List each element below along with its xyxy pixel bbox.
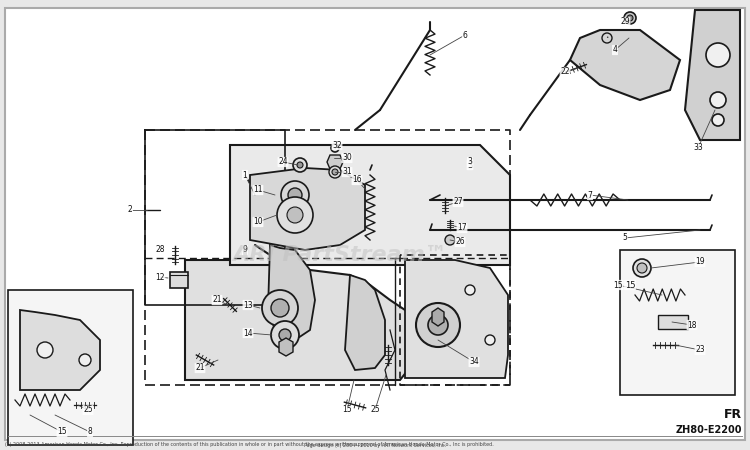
Text: ARI PartStream™: ARI PartStream™ [232, 245, 448, 265]
Circle shape [297, 162, 303, 168]
Text: •: • [605, 36, 609, 40]
Circle shape [627, 15, 633, 21]
Text: 11: 11 [254, 185, 262, 194]
Circle shape [271, 299, 289, 317]
Text: 19: 19 [695, 257, 705, 266]
Text: 24: 24 [278, 158, 288, 166]
Bar [170, 272, 188, 288]
Polygon shape [20, 310, 100, 390]
Polygon shape [279, 338, 293, 356]
Text: 32: 32 [332, 140, 342, 149]
Polygon shape [405, 260, 508, 378]
Bar [8, 290, 133, 445]
Text: 31: 31 [342, 167, 352, 176]
Text: 4: 4 [613, 45, 617, 54]
Text: 33: 33 [693, 144, 703, 153]
Circle shape [293, 158, 307, 172]
Text: 15: 15 [614, 280, 622, 289]
Circle shape [416, 303, 460, 347]
Circle shape [281, 181, 309, 209]
Circle shape [287, 207, 303, 223]
Circle shape [279, 329, 291, 341]
Polygon shape [570, 30, 680, 100]
Circle shape [288, 188, 302, 202]
Text: 29: 29 [620, 18, 630, 27]
Text: (c) 2008-2013 American Honda Motor Co., Inc. Reproduction of the contents of thi: (c) 2008-2013 American Honda Motor Co., … [5, 442, 494, 447]
Text: 9: 9 [242, 246, 248, 255]
Circle shape [332, 169, 338, 175]
Circle shape [262, 290, 298, 326]
Text: 7: 7 [587, 190, 592, 199]
Text: 27: 27 [453, 198, 463, 207]
Text: 26: 26 [455, 238, 465, 247]
Text: 3: 3 [467, 158, 472, 166]
Circle shape [637, 263, 647, 273]
Circle shape [37, 342, 53, 358]
Text: 25: 25 [83, 405, 93, 414]
Circle shape [624, 12, 636, 24]
Circle shape [485, 335, 495, 345]
Text: Page design (c) 2004 - 2010 by ARI Network Services, Inc.: Page design (c) 2004 - 2010 by ARI Netwo… [304, 443, 446, 448]
Text: 15: 15 [625, 280, 635, 289]
Text: 30: 30 [342, 153, 352, 162]
Circle shape [277, 197, 313, 233]
Text: 21: 21 [195, 364, 205, 373]
Bar [658, 315, 688, 329]
Text: 5: 5 [622, 234, 628, 243]
Text: 23: 23 [695, 346, 705, 355]
Text: 21: 21 [212, 296, 222, 305]
Polygon shape [345, 275, 385, 370]
Circle shape [271, 321, 299, 349]
Text: 15: 15 [342, 405, 352, 414]
Polygon shape [327, 155, 343, 169]
Circle shape [633, 259, 651, 277]
Bar [620, 250, 735, 395]
Text: 13: 13 [243, 301, 253, 310]
Circle shape [465, 285, 475, 295]
Text: 12: 12 [155, 273, 165, 282]
Polygon shape [268, 245, 315, 340]
Circle shape [329, 166, 341, 178]
Text: 25: 25 [370, 405, 380, 414]
Polygon shape [685, 10, 740, 140]
Text: FR: FR [724, 409, 742, 422]
Polygon shape [250, 168, 365, 250]
Polygon shape [432, 308, 444, 326]
Circle shape [331, 144, 339, 152]
Text: 15: 15 [57, 428, 67, 436]
Text: 16: 16 [352, 176, 362, 184]
Text: 18: 18 [687, 320, 697, 329]
Text: 28: 28 [155, 246, 165, 255]
Text: 3: 3 [467, 161, 472, 170]
Circle shape [79, 354, 91, 366]
Text: 6: 6 [463, 31, 467, 40]
Circle shape [710, 92, 726, 108]
Text: 14: 14 [243, 328, 253, 338]
Circle shape [428, 315, 448, 335]
Text: 8: 8 [88, 428, 92, 436]
Text: ZH80-E2200: ZH80-E2200 [676, 425, 742, 435]
Text: 1: 1 [243, 171, 248, 180]
Text: 17: 17 [458, 224, 466, 233]
Polygon shape [230, 145, 510, 265]
Circle shape [706, 43, 730, 67]
Polygon shape [185, 260, 420, 380]
Text: 22: 22 [560, 68, 570, 76]
Text: 34: 34 [470, 357, 478, 366]
Circle shape [712, 114, 724, 126]
Text: 2: 2 [128, 206, 132, 215]
Circle shape [445, 235, 455, 245]
Text: 10: 10 [254, 217, 262, 226]
